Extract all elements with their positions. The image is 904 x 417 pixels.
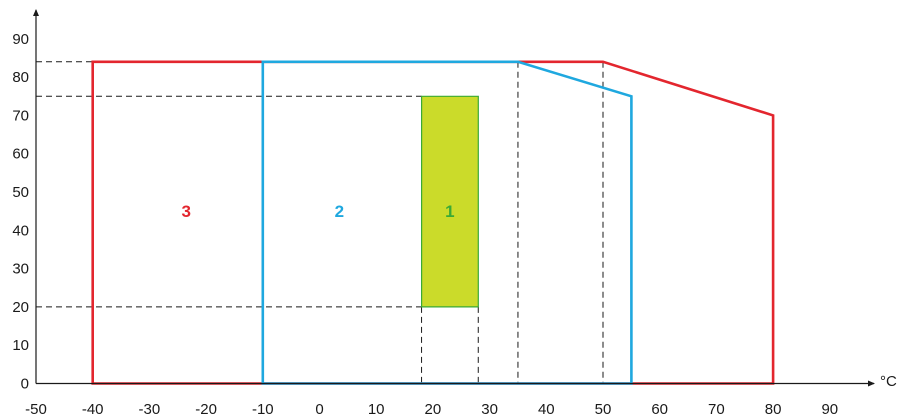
x-tick-label: -40 — [82, 401, 104, 417]
y-tick-label: 20 — [12, 299, 29, 316]
x-tick-label: -30 — [139, 401, 161, 417]
x-tick-label: -10 — [252, 401, 274, 417]
x-tick-label: 90 — [821, 401, 838, 417]
x-axis-unit: °C — [880, 373, 897, 390]
y-tick-label: 80 — [12, 69, 29, 86]
x-tick-label: 20 — [425, 401, 442, 417]
y-tick-label: 60 — [12, 146, 29, 163]
x-tick-label: -20 — [195, 401, 217, 417]
x-tick-label: 80 — [765, 401, 782, 417]
tick-labels: -50 -40 -30 -20 -10 0 10 20 30 40 50 60 70 80 90 0 10 20 3… — [12, 31, 838, 417]
y-tick-label: 70 — [12, 107, 29, 124]
zone-2-label: 2 — [335, 202, 344, 221]
zone-labels: 3 2 1 — [182, 202, 455, 221]
zone-1-outline — [421, 95, 479, 308]
y-tick-label: 50 — [12, 184, 29, 201]
guide-lines — [36, 61, 604, 384]
x-tick-label: 30 — [481, 401, 498, 417]
y-tick-label: 10 — [12, 337, 29, 354]
x-tick-label: 0 — [315, 401, 323, 417]
zones — [91, 60, 775, 385]
x-tick-label: 50 — [595, 401, 612, 417]
y-tick-label: 0 — [21, 376, 29, 393]
x-tick-label: 40 — [538, 401, 555, 417]
y-tick-label: 90 — [12, 31, 29, 48]
x-tick-label: 10 — [368, 401, 385, 417]
x-tick-label: -50 — [25, 401, 47, 417]
x-tick-label: 70 — [708, 401, 725, 417]
x-tick-label: 60 — [651, 401, 668, 417]
y-tick-label: 30 — [12, 261, 29, 278]
zone-1-label: 1 — [445, 202, 454, 221]
y-tick-label: 40 — [12, 222, 29, 239]
zone-3-label: 3 — [182, 202, 191, 221]
